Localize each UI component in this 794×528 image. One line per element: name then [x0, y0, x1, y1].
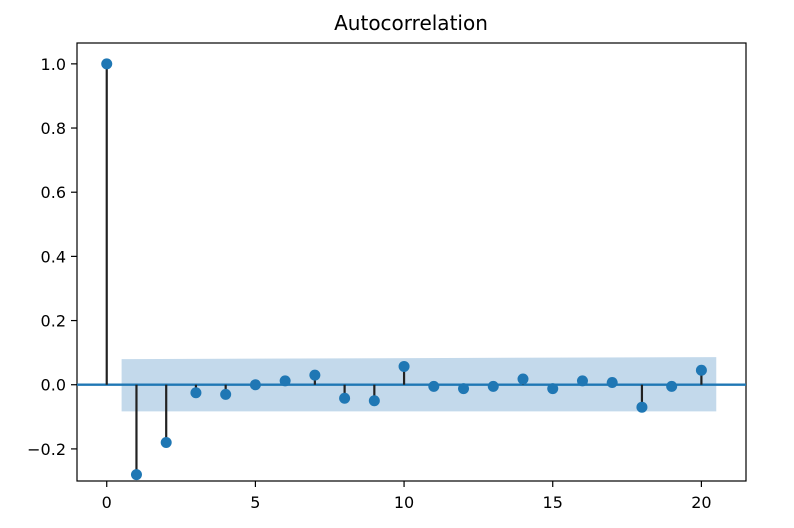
acf-point [517, 373, 529, 385]
y-tick-label: 0.0 [41, 376, 66, 395]
acf-point [487, 380, 499, 392]
acf-point [458, 383, 470, 395]
x-tick-label: 0 [102, 493, 112, 512]
y-tick-label: −0.2 [27, 440, 66, 459]
y-tick-label: 0.8 [41, 119, 66, 138]
y-tick-label: 0.4 [41, 247, 66, 266]
acf-point [547, 383, 559, 395]
acf-point [160, 436, 172, 448]
acf-point [636, 401, 648, 413]
acf-point [130, 469, 142, 481]
acf-point [576, 375, 588, 387]
x-tick-label: 15 [543, 493, 563, 512]
acf-point [606, 376, 618, 388]
acf-point [249, 379, 261, 391]
x-tick-label: 10 [394, 493, 414, 512]
y-tick-label: 0.2 [41, 312, 66, 331]
acf-point [101, 58, 113, 70]
acf-point [339, 392, 351, 404]
acf-point [279, 375, 291, 387]
chart-title: Autocorrelation [334, 11, 488, 35]
acf-point [190, 387, 202, 399]
acf-point [428, 380, 440, 392]
x-tick-label: 20 [691, 493, 711, 512]
y-tick-label: 0.6 [41, 183, 66, 202]
plot-frame [76, 42, 747, 482]
acf-point [695, 364, 707, 376]
acf-point [220, 388, 232, 400]
acf-point [398, 360, 410, 372]
acf-point [666, 380, 678, 392]
y-tick-label: 1.0 [41, 55, 66, 74]
acf-point [368, 395, 380, 407]
x-tick-label: 5 [250, 493, 260, 512]
acf-point [309, 369, 321, 381]
